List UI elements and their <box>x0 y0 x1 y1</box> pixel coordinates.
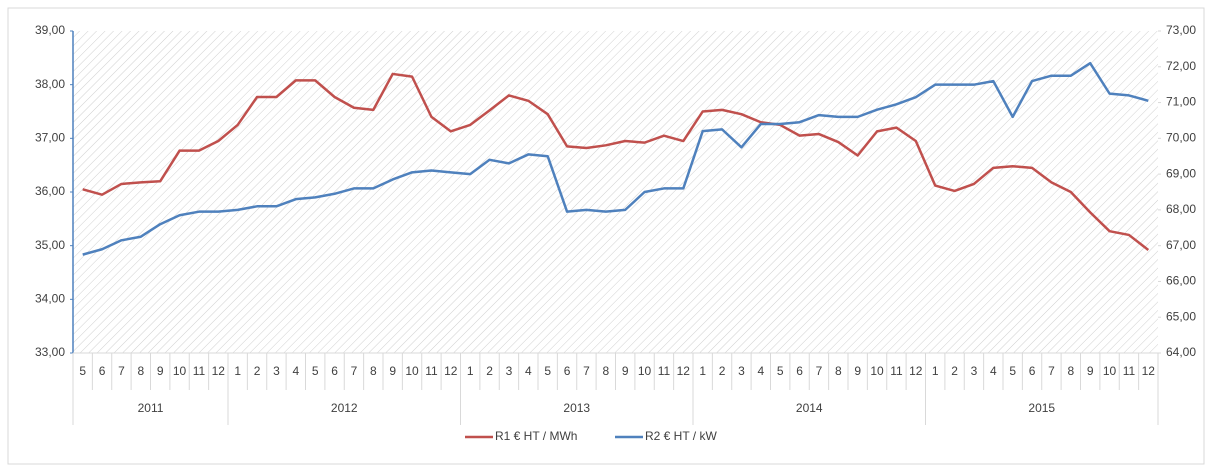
x-tick-label: 6 <box>331 364 338 378</box>
plot-area <box>73 31 1158 353</box>
x-tick-label: 12 <box>1142 364 1156 378</box>
y-tick-label: 38,00 <box>35 77 65 91</box>
x-tick-label: 3 <box>738 364 745 378</box>
y-tick-label: 33,00 <box>35 345 65 359</box>
series-line <box>82 72 1150 251</box>
x-tick-label: 6 <box>99 364 106 378</box>
x-tick-label: 4 <box>757 364 764 378</box>
x-tick-label: 7 <box>118 364 125 378</box>
x-tick-label: 8 <box>1067 364 1074 378</box>
x-tick-label: 9 <box>854 364 861 378</box>
x-tick-label: 6 <box>1029 364 1036 378</box>
x-tick-label: 8 <box>602 364 609 378</box>
x-tick-label: 10 <box>405 364 419 378</box>
x-tick-label: 4 <box>525 364 532 378</box>
x-tick-label: 8 <box>137 364 144 378</box>
x-tick-label: 10 <box>173 364 187 378</box>
y-tick-label: 37,00 <box>35 131 65 145</box>
x-tick-label: 10 <box>638 364 652 378</box>
x-tick-label: 11 <box>890 364 903 378</box>
x-tick-label: 11 <box>193 364 206 378</box>
x-tick-label: 9 <box>622 364 629 378</box>
x-tick-label: 1 <box>699 364 706 378</box>
y2-tick-label: 68,00 <box>1166 202 1196 216</box>
x-tick-label: 12 <box>444 364 458 378</box>
y2-tick-label: 64,00 <box>1166 345 1196 359</box>
x-tick-label: 6 <box>796 364 803 378</box>
x-tick-label: 3 <box>273 364 280 378</box>
y-tick-label: 34,00 <box>35 292 65 306</box>
legend-label: R1 € HT / MWh <box>495 429 577 443</box>
x-tick-label: 5 <box>312 364 319 378</box>
x-tick-label: 4 <box>990 364 997 378</box>
year-label: 2014 <box>796 401 823 415</box>
y2-tick-label: 67,00 <box>1166 238 1196 252</box>
x-tick-label: 12 <box>677 364 691 378</box>
y2-tick-label: 71,00 <box>1166 95 1196 109</box>
x-tick-label: 3 <box>971 364 978 378</box>
x-tick-label: 7 <box>583 364 590 378</box>
x-tick-label: 2 <box>719 364 726 378</box>
y2-tick-label: 69,00 <box>1166 166 1196 180</box>
series-line <box>82 61 1149 256</box>
x-tick-label: 4 <box>292 364 299 378</box>
year-label: 2013 <box>563 401 590 415</box>
y-tick-label: 36,00 <box>35 184 65 198</box>
x-tick-label: 5 <box>79 364 86 378</box>
x-tick-label: 8 <box>370 364 377 378</box>
y2-tick-label: 73,00 <box>1166 23 1196 37</box>
y2-tick-label: 65,00 <box>1166 309 1196 323</box>
x-tick-label: 11 <box>425 364 438 378</box>
x-tick-label: 7 <box>1048 364 1055 378</box>
x-tick-label: 6 <box>564 364 571 378</box>
y2-tick-label: 72,00 <box>1166 59 1196 73</box>
y-tick-label: 39,00 <box>35 23 65 37</box>
x-tick-label: 8 <box>835 364 842 378</box>
year-label: 2012 <box>331 401 358 415</box>
x-tick-label: 2 <box>254 364 261 378</box>
y-tick-label: 35,00 <box>35 238 65 252</box>
x-tick-label: 2 <box>951 364 958 378</box>
x-tick-label: 10 <box>870 364 884 378</box>
x-tick-label: 5 <box>1009 364 1016 378</box>
x-tick-label: 1 <box>932 364 939 378</box>
x-tick-label: 9 <box>157 364 164 378</box>
x-tick-label: 7 <box>351 364 358 378</box>
legend-label: R2 € HT / kW <box>645 429 717 443</box>
x-tick-label: 11 <box>1123 364 1136 378</box>
x-tick-label: 1 <box>234 364 241 378</box>
x-tick-label: 5 <box>777 364 784 378</box>
x-tick-label: 2 <box>486 364 493 378</box>
x-tick-label: 7 <box>816 364 823 378</box>
x-tick-label: 12 <box>212 364 226 378</box>
x-tick-label: 9 <box>389 364 396 378</box>
x-tick-label: 12 <box>909 364 923 378</box>
year-label: 2015 <box>1028 401 1055 415</box>
x-tick-label: 10 <box>1103 364 1117 378</box>
y2-tick-label: 70,00 <box>1166 131 1196 145</box>
x-tick-label: 3 <box>506 364 513 378</box>
x-tick-label: 5 <box>544 364 551 378</box>
x-tick-label: 1 <box>467 364 474 378</box>
y2-tick-label: 66,00 <box>1166 274 1196 288</box>
x-tick-label: 9 <box>1087 364 1094 378</box>
x-tick-label: 11 <box>658 364 671 378</box>
year-label: 2011 <box>138 401 164 415</box>
